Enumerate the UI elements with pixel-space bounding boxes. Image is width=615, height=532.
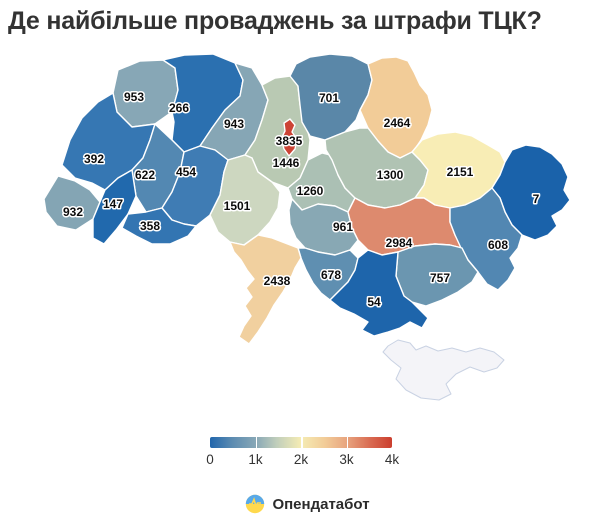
- region-value-label-mykolaiv: 678: [321, 268, 341, 282]
- region-luhansk[interactable]: [491, 144, 571, 241]
- legend-tick-0: 0: [206, 452, 214, 467]
- region-value-label-poltava: 1300: [377, 168, 404, 182]
- region-zakarpattia[interactable]: [43, 175, 101, 231]
- legend-gradient-bar: [210, 437, 392, 448]
- region-value-label-luhansk: 7: [533, 192, 540, 206]
- region-value-label-dnipro: 2984: [386, 236, 413, 250]
- region-kherson[interactable]: [329, 249, 429, 337]
- legend-tick-4k: 4k: [384, 452, 400, 467]
- region-value-label-kyiv-city: 3835: [276, 134, 303, 148]
- region-odesa[interactable]: [229, 234, 302, 345]
- page-title: Де найбільше проваджень за штрафи ТЦК?: [8, 7, 542, 35]
- region-value-label-donetsk: 608: [488, 238, 508, 252]
- legend-separator: [255, 437, 257, 448]
- legend-separator: [301, 437, 303, 448]
- region-crimea: [382, 339, 505, 401]
- region-chernivtsi[interactable]: [121, 207, 197, 245]
- legend-tick-1k: 1k: [248, 452, 263, 467]
- region-value-label-cherkasy: 1260: [297, 184, 324, 198]
- region-value-label-chernihiv: 701: [319, 91, 339, 105]
- region-value-label-kharkiv: 2151: [447, 165, 474, 179]
- opendatabot-logo-icon: [246, 494, 265, 514]
- region-value-label-vinnytsia: 1501: [224, 199, 251, 213]
- legend-tick-3k: 3k: [339, 452, 354, 467]
- region-value-label-volyn: 953: [124, 90, 144, 104]
- region-value-label-zakarpattia: 932: [63, 205, 83, 219]
- region-khmelnytskyi[interactable]: [161, 145, 229, 227]
- region-value-label-kherson: 54: [367, 295, 381, 309]
- region-value-label-ternopil: 622: [135, 168, 155, 182]
- region-kyiv-city[interactable]: [280, 118, 298, 157]
- color-scale-legend: 0 1k 2k 3k 4k: [206, 437, 399, 470]
- region-value-label-khmelnytskyi: 454: [176, 165, 196, 179]
- region-value-label-kirovohrad: 961: [333, 220, 353, 234]
- region-value-label-zhytomyr: 943: [224, 117, 244, 131]
- region-value-label-kyiv-oblast: 1446: [273, 156, 300, 170]
- region-value-label-sumy: 2464: [384, 116, 411, 130]
- region-vinnytsia[interactable]: [209, 154, 281, 246]
- region-value-label-rivne: 266: [169, 101, 189, 115]
- region-value-label-odesa: 2438: [264, 274, 291, 288]
- legend-tick-2k: 2k: [293, 452, 309, 467]
- region-value-label-lviv: 392: [84, 152, 104, 166]
- region-sumy[interactable]: [359, 56, 433, 159]
- legend-tick-labels: 0 1k 2k 3k 4k: [206, 452, 399, 470]
- region-ivano-frankivsk[interactable]: [92, 169, 137, 245]
- region-value-label-ivano-frankivsk: 147: [103, 197, 123, 211]
- brand-footer: Опендатабот: [0, 494, 615, 514]
- brand-name: Опендатабот: [272, 495, 370, 513]
- pulse-line-icon: [249, 497, 262, 509]
- region-value-label-zaporizhzhia: 757: [430, 271, 450, 285]
- legend-separator: [346, 437, 348, 448]
- region-value-label-chernivtsi: 358: [140, 219, 160, 233]
